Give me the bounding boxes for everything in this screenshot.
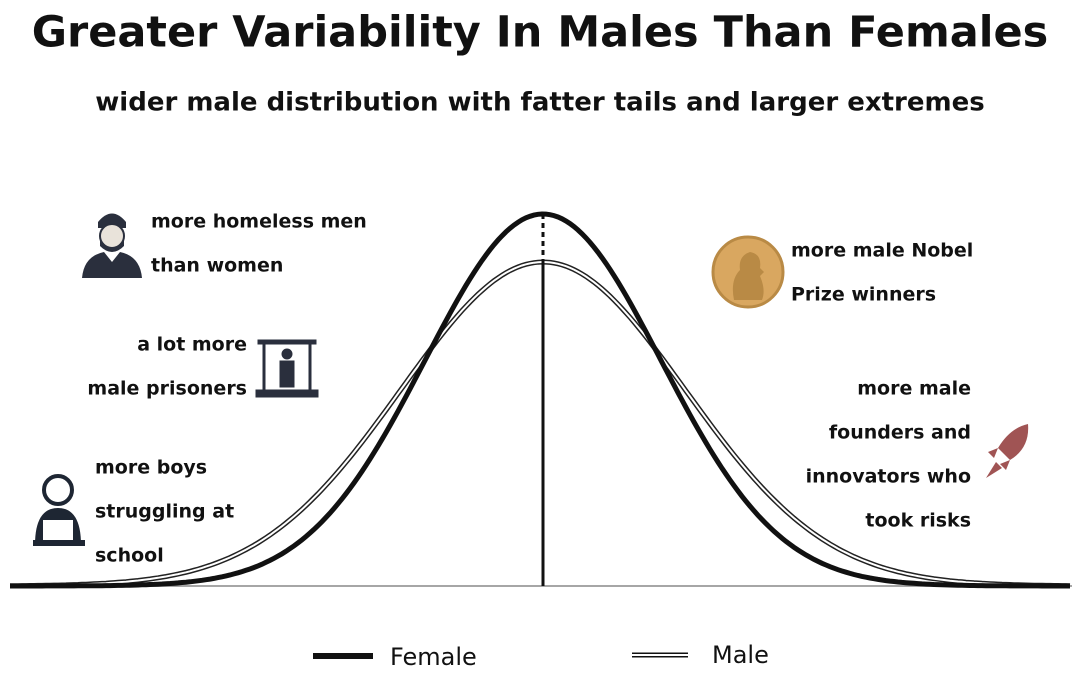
school-icon [33,474,85,546]
legend-male: Male [712,641,769,669]
rocket-icon [986,424,1029,478]
annotation-prisoners: male prisoners [87,378,247,400]
annotations: more homeless men than women a lot more mal… [87,211,973,567]
curves [10,211,1071,589]
annotation-founders: more male [857,378,971,400]
annotation-school: school [95,545,164,567]
homeless-icon [82,213,142,278]
prison-icon [255,339,319,398]
title: Greater Variability In Males Than Female… [32,8,1049,58]
annotation-nobel: Prize winners [791,284,936,306]
legend-female: Female [390,643,477,671]
annotation-homeless: than women [151,255,283,277]
annotation-nobel: more male Nobel [791,240,973,262]
male-curve-inner [10,260,1071,587]
nobel-medal [711,235,785,309]
annotation-founders: innovators who [806,466,971,488]
annotation-prisoners: a lot more [137,334,247,356]
annotation-founders: founders and [829,422,971,444]
subtitle: wider male distribution with fatter tail… [95,88,984,118]
female-curve [10,211,1070,589]
annotation-homeless: more homeless men [151,211,367,233]
annotation-school: more boys [95,457,207,479]
annotation-founders: took risks [865,510,971,532]
annotation-school: struggling at [95,501,234,523]
